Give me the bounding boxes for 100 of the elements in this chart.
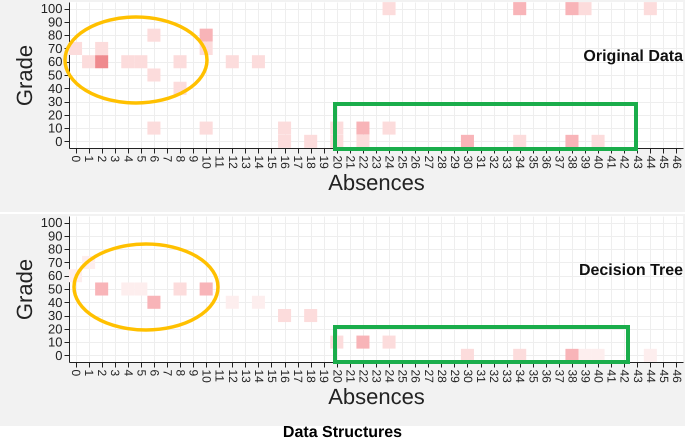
point <box>382 122 396 135</box>
point <box>644 348 657 362</box>
point <box>200 122 213 135</box>
y-tick-label: 80 <box>48 28 62 43</box>
x-tick-label: 25 <box>396 370 410 384</box>
x-tick-label: 21 <box>343 370 358 384</box>
x-tick-label: 13 <box>238 156 253 170</box>
point <box>200 282 213 296</box>
x-tick-label: 19 <box>317 156 332 170</box>
point <box>226 55 239 68</box>
point <box>565 2 578 16</box>
x-tick-label: 26 <box>408 370 423 384</box>
x-tick-label: 45 <box>656 156 671 170</box>
point <box>82 55 96 68</box>
x-tick-label: 0 <box>69 156 84 162</box>
y-tick-label: 10 <box>48 334 62 350</box>
x-tick-label: 35 <box>526 370 540 384</box>
point <box>278 309 292 322</box>
x-tick-label: 12 <box>226 156 240 170</box>
x-tick-label: 43 <box>630 156 645 170</box>
x-tick-label: 14 <box>252 370 266 384</box>
x-tick-label: 29 <box>448 156 462 170</box>
x-tick-label: 22 <box>356 156 370 170</box>
point <box>134 282 148 296</box>
x-tick-label: 8 <box>174 370 188 376</box>
text: Original Data <box>583 48 684 65</box>
y-tick-label: 20 <box>48 321 62 336</box>
x-tick-label: 42 <box>618 370 632 384</box>
point <box>304 134 318 148</box>
x-tick-label: 6 <box>147 370 162 376</box>
x-tick-label: 27 <box>422 370 436 384</box>
x-tick-label: 29 <box>448 370 462 384</box>
x-tick-label: 5 <box>134 370 148 376</box>
y-tick-label: 0 <box>55 134 62 149</box>
y-tick-label: 70 <box>48 40 62 56</box>
x-tick-label: 23 <box>370 156 384 170</box>
x-tick-label: 10 <box>200 370 214 384</box>
x-tick-label: 43 <box>630 370 645 384</box>
x-tick-label: 10 <box>200 156 214 170</box>
x-tick-label: 19 <box>317 370 332 384</box>
x-tick-label: 3 <box>108 156 122 162</box>
y-tick-label: 60 <box>48 268 62 284</box>
point <box>592 134 605 148</box>
x-tick-label: 14 <box>252 156 266 170</box>
point <box>121 55 134 68</box>
x-tick-label: 34 <box>513 156 528 170</box>
x-tick-label: 44 <box>644 370 658 384</box>
y-tick-label: 60 <box>48 54 62 70</box>
y-tick-label: 30 <box>48 94 62 110</box>
x-tick-label: 32 <box>487 156 502 170</box>
x-tick-label: 40 <box>592 156 606 170</box>
x-tick-label: 24 <box>382 370 397 384</box>
x-tick-label: 40 <box>592 370 606 384</box>
x-tick-label: 6 <box>147 156 162 162</box>
x-tick-label: 41 <box>604 370 619 384</box>
x-tick-label: 27 <box>422 156 436 170</box>
x-tick-label: 11 <box>212 370 227 382</box>
x-tick-label: 32 <box>487 370 502 384</box>
point <box>95 282 108 296</box>
point <box>147 122 160 135</box>
x-tick-label: 37 <box>552 156 566 170</box>
x-tick-label: 18 <box>304 156 318 170</box>
y-axis-title: Grade <box>12 44 37 106</box>
x-tick-label: 17 <box>291 156 306 170</box>
x-tick-label: 28 <box>434 370 449 384</box>
x-tick-label: 30 <box>460 370 475 384</box>
y-tick-label: 20 <box>48 107 62 122</box>
x-tick-label: 45 <box>656 370 671 384</box>
x-tick-label: 22 <box>356 370 370 384</box>
x-tick-label: 15 <box>264 370 279 384</box>
point <box>278 134 292 148</box>
x-tick-label: 2 <box>95 156 110 162</box>
y-tick-label: 10 <box>48 120 62 136</box>
x-tick-label: 34 <box>513 370 528 384</box>
point <box>95 42 108 55</box>
x-tick-label: 4 <box>121 370 136 376</box>
point <box>304 309 318 322</box>
point <box>134 55 148 68</box>
x-tick-label: 33 <box>500 156 514 170</box>
x-tick-label: 23 <box>370 370 384 384</box>
y-tick-label: 40 <box>48 80 62 96</box>
x-tick-label: 1 <box>82 370 96 376</box>
x-tick-label: 5 <box>134 156 148 162</box>
y-tick-label: 100 <box>40 215 62 230</box>
x-tick-label: 13 <box>238 370 253 384</box>
x-tick-label: 0 <box>69 370 84 376</box>
x-axis-title: Absences <box>328 384 425 409</box>
x-axis-title: Absences <box>328 170 425 195</box>
x-tick-label: 8 <box>174 156 188 162</box>
point <box>565 134 578 148</box>
point <box>200 28 213 42</box>
x-tick-label: 28 <box>434 156 449 170</box>
point <box>356 134 370 148</box>
x-tick-label: 31 <box>474 370 488 384</box>
point <box>382 2 396 16</box>
x-tick-label: 31 <box>474 156 488 170</box>
x-tick-label: 35 <box>526 156 540 170</box>
x-tick-label: 36 <box>539 370 554 384</box>
x-tick-label: 26 <box>408 156 423 170</box>
y-tick-label: 90 <box>48 14 62 30</box>
